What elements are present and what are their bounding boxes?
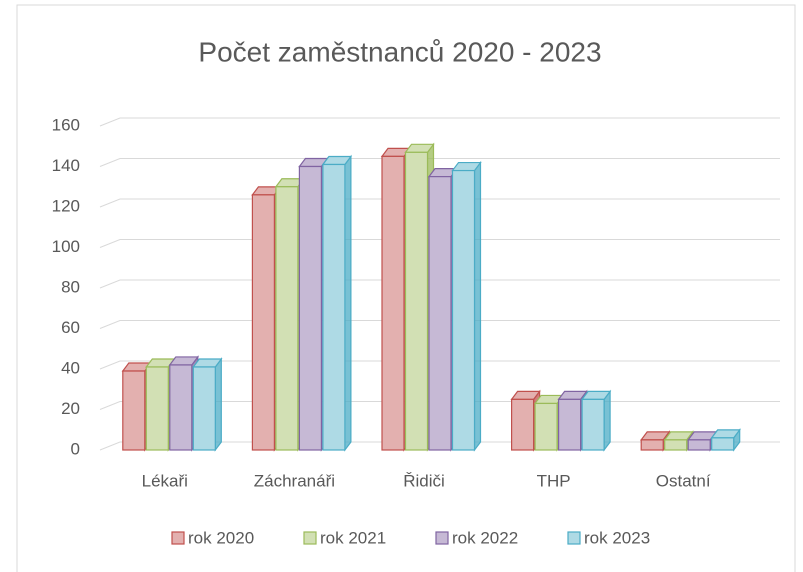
bar-face [192, 366, 216, 451]
grid-line [99, 320, 780, 329]
y-tick-label: 160 [52, 115, 80, 134]
bar-face [473, 160, 482, 452]
x-tick-label: Řidiči [403, 471, 445, 490]
bar-face [404, 151, 429, 451]
bar-face [511, 398, 535, 451]
bar-face [381, 155, 405, 451]
grid-line [99, 198, 780, 208]
grid-line [99, 360, 780, 370]
bar [580, 389, 612, 452]
bar [321, 154, 353, 452]
bar-face [581, 398, 605, 451]
legend-label: rok 2023 [584, 528, 650, 547]
bar-face [122, 370, 146, 451]
bar-face [428, 176, 452, 451]
legend-swatch [303, 531, 317, 545]
bar-face [640, 439, 664, 451]
x-tick-label: Záchranáři [254, 471, 335, 490]
bar-face [534, 402, 558, 451]
x-tick-label: Lékaři [142, 471, 188, 490]
bar [451, 160, 482, 452]
y-tick-label: 120 [52, 196, 80, 215]
bar-face [145, 366, 169, 451]
legend-swatch [567, 531, 581, 545]
x-tick-label: Ostatní [656, 471, 711, 490]
y-tick-label: 40 [61, 358, 80, 377]
bar-face [451, 169, 476, 451]
bar-face [169, 364, 193, 451]
bar [710, 428, 741, 452]
y-tick-label: 80 [61, 277, 80, 296]
chart-title: Počet zaměstnanců 2020 - 2023 [198, 36, 601, 67]
legend-label: rok 2021 [320, 528, 386, 547]
y-tick-label: 60 [61, 318, 80, 337]
bar [192, 357, 223, 452]
grid-line [99, 117, 780, 127]
bar-face [557, 398, 582, 451]
bar-face [322, 163, 346, 451]
legend-swatch [435, 531, 449, 545]
x-tick-label: THP [537, 471, 571, 490]
bar-face [344, 154, 352, 452]
bar-face [275, 186, 299, 451]
legend-label: rok 2022 [452, 528, 518, 547]
y-tick-label: 0 [71, 439, 80, 458]
grid-line [99, 158, 780, 167]
y-tick-label: 20 [61, 399, 80, 418]
legend-label: rok 2020 [188, 528, 254, 547]
bar-face [298, 165, 322, 451]
legend-swatch [171, 531, 185, 545]
grid-line [99, 239, 780, 248]
bar-face [603, 389, 611, 452]
grid-line [99, 279, 780, 289]
y-tick-label: 100 [52, 237, 80, 256]
bar-face [664, 439, 688, 451]
bar-face [711, 437, 735, 451]
y-tick-label: 140 [52, 156, 80, 175]
bar-face [687, 439, 711, 451]
bar-face [251, 194, 275, 451]
bar-face [214, 357, 222, 452]
